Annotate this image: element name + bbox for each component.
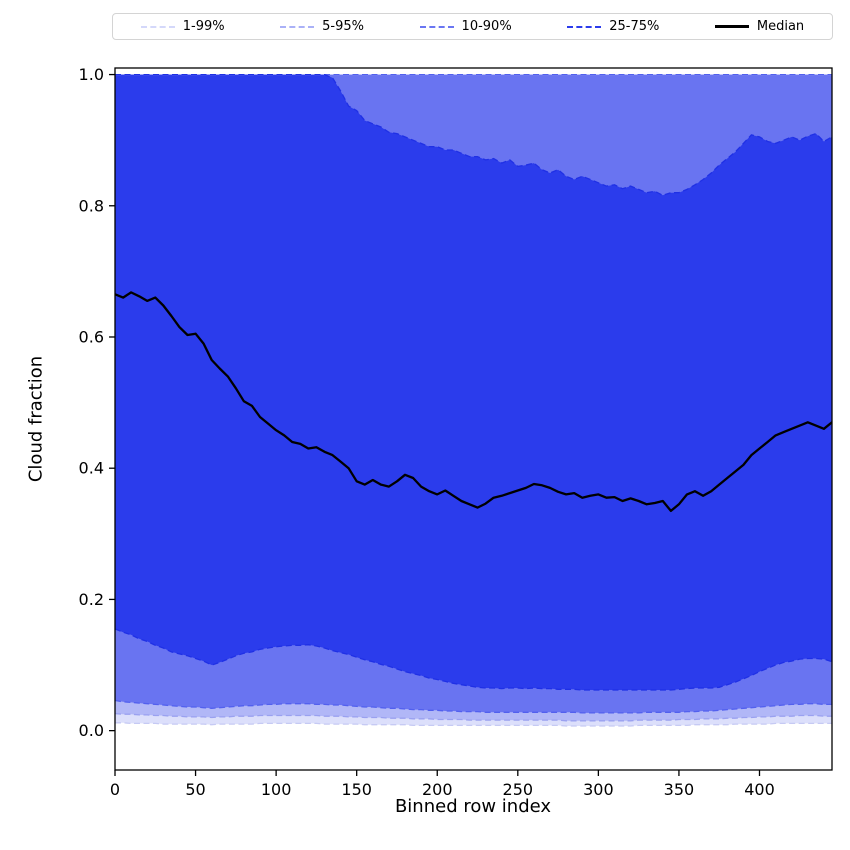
legend: 1-99% 5-95% 10-90% 25-75% Median — [112, 13, 833, 40]
band-edge-1-99% — [115, 722, 832, 727]
legend-line-sample — [140, 25, 175, 28]
y-tick-label: 0.2 — [79, 590, 104, 609]
x-tick-label: 0 — [110, 780, 120, 799]
legend-label: 25-75% — [609, 19, 660, 34]
legend-label: 5-95% — [322, 19, 365, 34]
x-tick-label: 200 — [422, 780, 453, 799]
y-tick-label: 0.4 — [79, 459, 104, 478]
x-tick-label: 50 — [185, 780, 205, 799]
legend-item-median: Median — [714, 19, 805, 34]
legend-item-25-75-: 25-75% — [567, 19, 659, 34]
y-tick-label: 0.0 — [79, 721, 104, 740]
legend-line-sample — [419, 25, 454, 28]
median-line — [115, 291, 832, 513]
x-tick-label: 300 — [583, 780, 614, 799]
x-tick-label: 100 — [261, 780, 292, 799]
x-tick-label: 150 — [341, 780, 372, 799]
x-tick-label: 400 — [744, 780, 775, 799]
legend-line-sample — [714, 25, 749, 28]
legend-item-1-99-: 1-99% — [140, 19, 225, 34]
legend-line-sample — [280, 25, 315, 28]
x-tick-label: 250 — [503, 780, 534, 799]
y-tick-label: 0.8 — [79, 196, 104, 215]
legend-label: 1-99% — [182, 19, 225, 34]
legend-item-5-95-: 5-95% — [280, 19, 364, 34]
legend-line-sample — [567, 25, 602, 28]
axes-spines — [114, 67, 833, 771]
band-edge-5-95% — [115, 712, 832, 722]
y-axis-label: Cloud fraction — [25, 355, 47, 483]
legend-item-10-90-: 10-90% — [419, 19, 512, 34]
x-tick-label: 350 — [664, 780, 695, 799]
plot-area — [115, 73, 832, 727]
band-edge-10-90% — [115, 699, 832, 714]
x-axis-label: Binned row index — [394, 796, 552, 817]
band-25-75% — [115, 74, 832, 691]
y-tick-label: 1.0 — [79, 65, 104, 84]
legend-label: Median — [756, 19, 805, 34]
y-tick-label: 0.6 — [79, 327, 104, 346]
legend-label: 10-90% — [461, 19, 512, 34]
band-edge-25-75% — [115, 73, 832, 196]
band-edge-25-75% — [115, 628, 832, 691]
